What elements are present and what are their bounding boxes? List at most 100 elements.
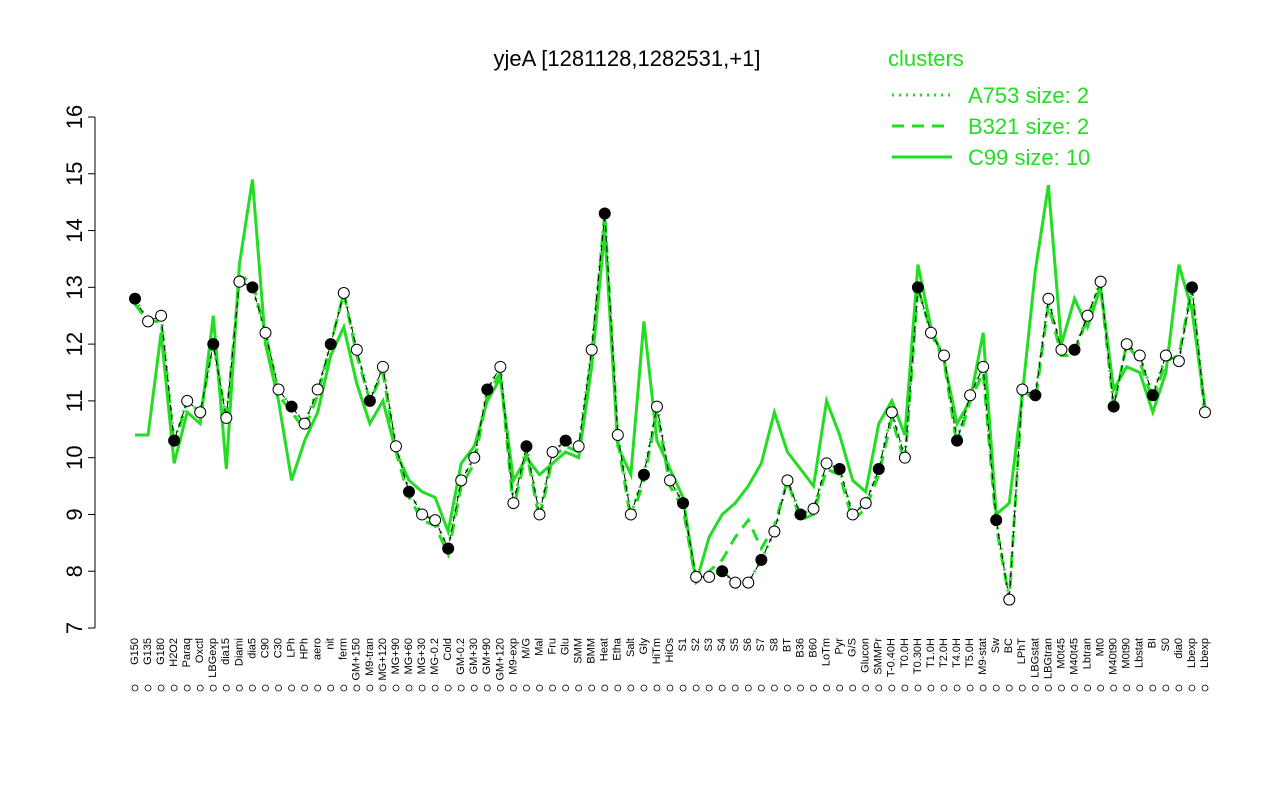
data-point (376, 360, 389, 373)
data-point (1068, 343, 1081, 356)
x-tick-label: Salt (625, 638, 637, 657)
data-point (846, 508, 859, 521)
x-tick-marker (483, 684, 491, 692)
x-tick-marker (666, 684, 674, 692)
data-point (403, 485, 416, 498)
data-point (951, 434, 964, 447)
x-tick-label: GM+120 (494, 638, 506, 681)
data-point (755, 553, 768, 566)
data-point (246, 281, 259, 294)
x-tick-marker (1071, 684, 1078, 692)
x-tick-marker (1084, 684, 1091, 692)
data-point (1159, 349, 1172, 362)
x-tick-label: T4.0H (951, 638, 963, 668)
data-point (1107, 400, 1120, 413)
x-tick-label: S7 (755, 638, 767, 651)
data-point (637, 468, 650, 481)
data-point (768, 525, 781, 538)
x-tick-label: C90 (259, 638, 271, 658)
data-point (1029, 389, 1042, 402)
data-point (142, 315, 155, 328)
data-point (911, 281, 924, 294)
x-tick-marker (444, 684, 452, 692)
data-point (1185, 281, 1198, 294)
x-tick-label: BMM (586, 638, 598, 664)
data-point (337, 287, 350, 300)
data-point (859, 497, 872, 510)
x-tick-marker (705, 684, 713, 692)
x-tick-label: S2 (690, 638, 702, 651)
x-tick-marker (366, 684, 374, 692)
x-tick-marker (392, 684, 400, 692)
x-tick-marker (288, 684, 295, 692)
x-tick-label: B36 (794, 638, 806, 658)
data-point (1003, 593, 1016, 606)
data-point (794, 508, 807, 521)
x-tick-label: Etha (612, 637, 624, 661)
x-tick-marker (744, 684, 752, 692)
x-tick-label: LBGtran (1042, 638, 1054, 679)
x-tick-label: S8 (768, 638, 780, 651)
data-point (624, 508, 637, 521)
x-tick-marker (992, 684, 1000, 692)
x-tick-label: T5.0H (964, 638, 976, 668)
x-tick-marker (797, 684, 804, 692)
y-tick-label: 10 (62, 445, 87, 469)
data-point (1172, 355, 1185, 368)
x-tick-marker (144, 684, 152, 692)
data-point (455, 474, 468, 487)
data-point (1199, 406, 1211, 419)
data-point (442, 542, 455, 555)
x-tick-marker (940, 684, 948, 692)
y-tick-label: 7 (62, 622, 87, 634)
data-point (1081, 309, 1094, 322)
x-tick-marker (327, 684, 335, 692)
x-tick-label: ferm (338, 638, 350, 660)
x-tick-label: MG-0.2 (429, 638, 441, 675)
x-tick-marker (275, 684, 282, 692)
x-tick-marker (718, 684, 726, 692)
data-point (650, 400, 663, 413)
x-tick-label: S1 (677, 638, 689, 651)
x-tick-marker (601, 684, 609, 692)
data-point (416, 508, 429, 521)
x-tick-label: M40t45 (1068, 638, 1080, 675)
x-tick-marker (196, 684, 204, 692)
data-point (363, 394, 376, 407)
data-point (898, 451, 911, 464)
x-tick-label: M40t90 (1108, 638, 1120, 675)
data-point (1120, 338, 1133, 351)
x-tick-marker (523, 684, 530, 692)
x-tick-label: M/G (520, 638, 532, 659)
x-tick-marker (1149, 684, 1157, 692)
x-tick-marker (653, 684, 661, 692)
x-tick-label: BI (1147, 638, 1159, 648)
x-tick-marker (496, 684, 504, 692)
x-tick-marker (731, 684, 739, 692)
data-point (990, 514, 1003, 527)
x-tick-marker (862, 684, 870, 692)
data-point (807, 502, 820, 515)
x-tick-marker (979, 684, 987, 692)
x-tick-label: GM-0.2 (455, 638, 467, 675)
x-tick-label: Glu (560, 638, 572, 655)
x-tick-label: S5 (729, 638, 741, 651)
data-point (285, 400, 298, 413)
x-tick-label: MG+90 (390, 638, 402, 674)
data-point (207, 338, 220, 351)
data-point (481, 383, 494, 396)
x-tick-marker (888, 684, 896, 692)
data-point (611, 428, 624, 441)
x-tick-label: Lbtran (1081, 638, 1093, 669)
data-point (729, 576, 742, 589)
x-tick-label: T1.0H (925, 638, 937, 668)
x-tick-label: B60 (807, 638, 819, 658)
x-tick-marker (614, 684, 622, 692)
x-tick-marker (170, 684, 178, 692)
legend-label: C99 size: 10 (968, 145, 1090, 170)
data-point (1146, 389, 1159, 402)
x-tick-label: GM+90 (481, 638, 493, 674)
data-point (546, 445, 559, 458)
data-point (781, 474, 794, 487)
y-tick-label: 15 (62, 162, 87, 186)
